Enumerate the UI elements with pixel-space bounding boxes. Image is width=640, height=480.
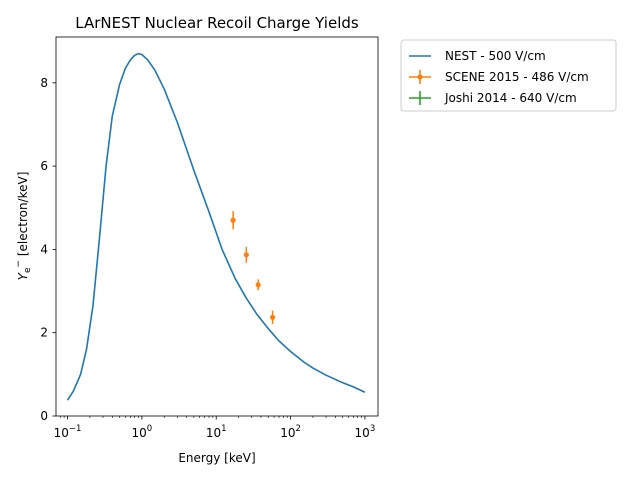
chart-title: LArNEST Nuclear Recoil Charge Yields [75,14,359,32]
x-axis-ticks: 10−1 100 101 102 103 [54,416,376,440]
y-axis-label: Ye− [electron/keV] [14,172,33,281]
legend-label-scene: SCENE 2015 - 486 V/cm [445,70,589,84]
x-tick-label: 103 [355,424,376,440]
legend-label-nest: NEST - 500 V/cm [445,49,546,63]
data-marker [255,282,261,288]
y-tick-label: 8 [40,76,48,90]
data-point-series1-1 [243,246,249,263]
data-point-series1-0 [230,211,236,230]
legend-label-joshi: Joshi 2014 - 640 V/cm [444,91,577,105]
legend: NEST - 500 V/cm SCENE 2015 - 486 V/cm Jo… [400,39,617,112]
y-tick-label: 0 [40,409,48,423]
x-tick-label: 100 [132,424,153,440]
x-tick-label: 101 [206,424,227,440]
axes-frame [55,36,379,417]
data-marker [243,252,249,258]
legend-frame [400,39,617,112]
x-tick-label: 102 [280,424,301,440]
x-axis-label: Energy [keV] [178,451,255,465]
legend-handle-scene [409,70,431,84]
y-tick-label: 2 [40,326,48,340]
x-tick-label: 10−1 [54,424,82,440]
series-line-nest [66,52,366,401]
plot-area [66,52,366,401]
data-marker [230,217,236,223]
y-tick-label: 4 [40,242,48,256]
y-tick-label: 6 [40,159,48,173]
y-axis-ticks: 0 2 4 6 8 [40,76,56,423]
legend-handle-joshi [409,91,431,105]
data-point-series1-3 [269,310,276,324]
data-point-series1-2 [255,279,261,291]
data-marker [269,314,276,320]
